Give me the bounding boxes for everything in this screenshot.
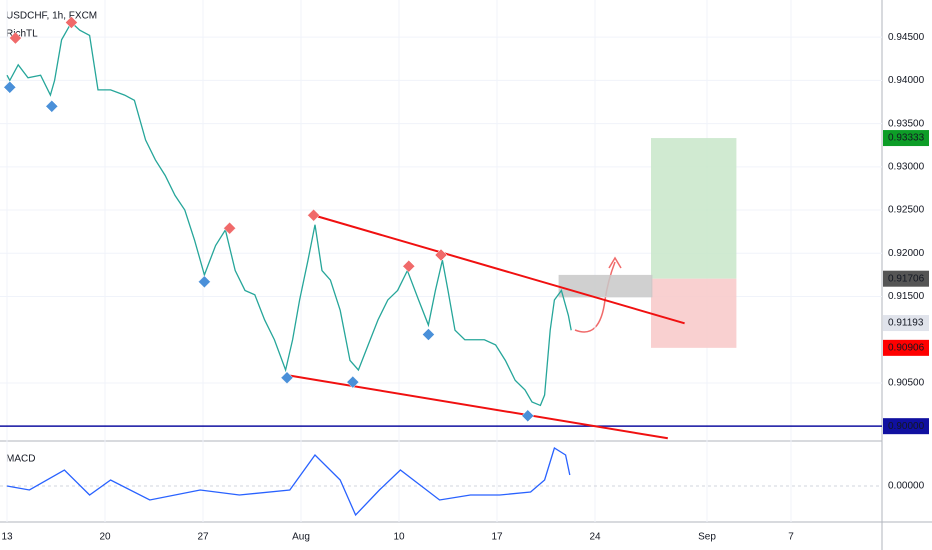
y-tick-label: 0.90500 [888, 378, 925, 389]
diamond-marker [223, 221, 236, 235]
x-tick-label: 17 [491, 532, 503, 543]
y-tick-label: 0.92500 [888, 205, 925, 216]
price-line [6, 21, 572, 407]
macd-tick-label: 0.00000 [888, 481, 925, 492]
x-tick-label: 24 [589, 532, 601, 543]
price-label-box [883, 418, 929, 435]
chart-title: USDCHF, 1h, FXCM [6, 11, 97, 22]
x-tick-label: 7 [788, 532, 794, 543]
price-label-box [883, 339, 929, 356]
price-label: 0.91706 [888, 273, 925, 284]
diamond-marker [65, 16, 78, 29]
diamond-marker [521, 409, 535, 423]
diamond-marker [45, 99, 59, 113]
macd-label: MACD [6, 454, 35, 465]
price-label: 0.90906 [888, 342, 925, 353]
y-tick-label: 0.93500 [888, 118, 925, 129]
diamond-marker [9, 31, 22, 45]
x-tick-label: 10 [393, 532, 405, 543]
diamond-marker [280, 371, 294, 385]
price-label: 0.91193 [888, 318, 924, 329]
price-label: 0.93333 [888, 133, 925, 144]
price-label-box [883, 315, 929, 332]
indicator-label: RichTL [6, 29, 38, 40]
zone [651, 278, 737, 348]
diamond-marker [434, 248, 448, 262]
price-label-box [883, 270, 929, 287]
y-tick-label: 0.94500 [888, 32, 925, 43]
diamond-marker [3, 80, 17, 94]
price-label: 0.90000 [888, 421, 925, 432]
x-tick-label: Aug [292, 532, 310, 543]
y-tick-label: 0.94000 [888, 75, 925, 86]
diamond-marker [422, 328, 435, 341]
y-tick-label: 0.92000 [888, 248, 925, 259]
trendline [313, 214, 685, 325]
macd-line [6, 447, 571, 517]
diamond-marker [198, 275, 211, 289]
zone [651, 138, 737, 279]
y-tick-label: 0.91500 [888, 291, 925, 302]
zone [558, 274, 653, 298]
x-tick-label: 20 [99, 532, 111, 543]
diamond-marker [402, 259, 416, 273]
diamond-marker [307, 208, 320, 222]
y-tick-label: 0.93000 [888, 161, 925, 172]
x-tick-label: 13 [1, 532, 13, 543]
diamond-marker [346, 375, 360, 389]
arrow-head [608, 256, 622, 269]
x-tick-label: 27 [197, 532, 209, 543]
x-tick-label: Sep [698, 532, 716, 543]
price-label-box [883, 130, 929, 147]
